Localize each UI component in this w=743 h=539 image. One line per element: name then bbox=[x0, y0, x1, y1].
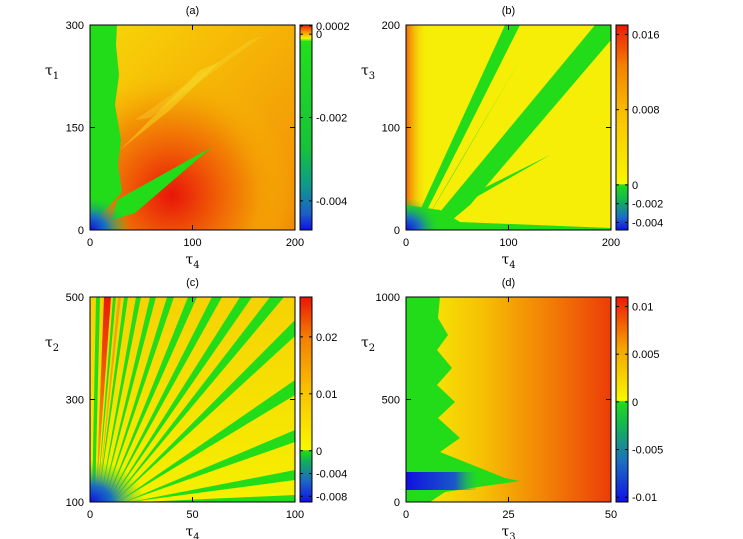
x-axis-label-d: τ3 bbox=[501, 524, 515, 539]
y-tick-label-a: 150 bbox=[66, 123, 84, 135]
y-tick-label-c: 100 bbox=[66, 497, 84, 509]
y-axis-label-b: τ3 bbox=[361, 63, 375, 82]
colorbar-tick-label-c: 0.01 bbox=[316, 389, 337, 401]
labels-layer: (a)0 100 2000150300τ4τ10.00020-0.002-0.004… bbox=[45, 5, 663, 539]
colorbar-tick-label-a: -0.004 bbox=[316, 196, 347, 208]
y-tick-label-d: 500 bbox=[382, 395, 400, 407]
colorbar-tick-label-d: 0.005 bbox=[632, 349, 660, 361]
x-tick-label-c: 100 bbox=[286, 509, 304, 521]
x-tick-label-b: 0 bbox=[403, 237, 409, 249]
x-tick-label-b: 100 bbox=[499, 237, 517, 249]
chart-title-b: (b) bbox=[502, 5, 515, 17]
colorbar-tick-label-d: 0 bbox=[632, 397, 638, 409]
x-axis-label-a: τ4 bbox=[185, 252, 199, 271]
y-tick-label-d: 1000 bbox=[376, 292, 400, 304]
colorbar-tick-label-c: -0.008 bbox=[316, 491, 347, 503]
y-axis-label-subscript-d: 2 bbox=[369, 343, 375, 354]
y-tick-label-b: 100 bbox=[382, 123, 400, 135]
colorbar-tick-label-c: 0 bbox=[316, 446, 322, 458]
x-tick-label-a: 100 bbox=[183, 237, 201, 249]
heatmap-d bbox=[406, 297, 611, 502]
x-tick-label-a: 200 bbox=[286, 237, 304, 249]
y-axis-label-d: τ2 bbox=[361, 335, 375, 354]
y-tick-label-c: 500 bbox=[66, 292, 84, 304]
colorbar-tick-label-a: -0.002 bbox=[316, 113, 347, 125]
y-tick-label-d: 0 bbox=[394, 497, 400, 509]
x-tick-label-d: 25 bbox=[502, 509, 514, 521]
y-axis-label-c: τ2 bbox=[45, 335, 59, 354]
colorbar-tick-label-a: 0.0002 bbox=[316, 21, 350, 33]
y-axis-label-subscript-b: 3 bbox=[369, 71, 375, 82]
colorbar-tick-label-a: 0 bbox=[316, 29, 322, 41]
y-tick-label-b: 200 bbox=[382, 20, 400, 32]
x-axis-label-subscript-b: 4 bbox=[509, 260, 515, 271]
y-tick-label-c: 300 bbox=[66, 395, 84, 407]
heatmap-b bbox=[406, 25, 611, 230]
y-axis-label-subscript-c: 2 bbox=[53, 343, 59, 354]
colorbar-c bbox=[299, 296, 313, 503]
x-tick-label-d: 50 bbox=[605, 509, 617, 521]
y-axis-label-a: τ1 bbox=[45, 63, 59, 82]
x-tick-label-c: 50 bbox=[186, 509, 198, 521]
colorbar-a bbox=[299, 24, 313, 231]
x-axis-label-c: τ4 bbox=[185, 524, 199, 539]
x-axis-label-subscript-d: 3 bbox=[509, 532, 515, 539]
colorbar-tick-label-d: 0.01 bbox=[632, 302, 653, 314]
colorbar-tick-label-c: -0.004 bbox=[316, 469, 347, 481]
heatmap-a bbox=[90, 25, 295, 230]
x-tick-label-b: 200 bbox=[602, 237, 620, 249]
y-tick-label-a: 0 bbox=[78, 225, 84, 237]
y-tick-label-a: 300 bbox=[66, 20, 84, 32]
y-axis-label-subscript-a: 1 bbox=[53, 71, 59, 82]
x-axis-label-subscript-a: 4 bbox=[193, 260, 199, 271]
colorbar-d bbox=[615, 296, 629, 503]
x-axis-label-subscript-c: 4 bbox=[193, 532, 199, 539]
colorbar-b bbox=[615, 24, 629, 231]
x-tick-label-a: 0 bbox=[87, 237, 93, 249]
colorbar-tick-label-c: 0.02 bbox=[316, 332, 337, 344]
x-tick-label-c: 0 bbox=[87, 509, 93, 521]
chart-title-c: (c) bbox=[186, 277, 199, 289]
colorbar-tick-label-b: -0.002 bbox=[632, 199, 663, 211]
colorbar-tick-label-b: -0.004 bbox=[632, 217, 663, 229]
colorbar-tick-label-b: 0 bbox=[632, 180, 638, 192]
colorbar-tick-label-b: 0.016 bbox=[632, 29, 660, 41]
x-axis-label-b: τ4 bbox=[501, 252, 515, 271]
colorbar-tick-label-d: -0.01 bbox=[632, 492, 657, 504]
chart-title-d: (d) bbox=[502, 277, 515, 289]
y-tick-label-b: 0 bbox=[394, 225, 400, 237]
heatmap-c bbox=[90, 297, 295, 502]
colorbar-tick-label-b: 0.008 bbox=[632, 105, 660, 117]
colorbar-tick-label-d: -0.005 bbox=[632, 445, 663, 457]
chart-title-a: (a) bbox=[186, 5, 199, 17]
x-tick-label-d: 0 bbox=[403, 509, 409, 521]
